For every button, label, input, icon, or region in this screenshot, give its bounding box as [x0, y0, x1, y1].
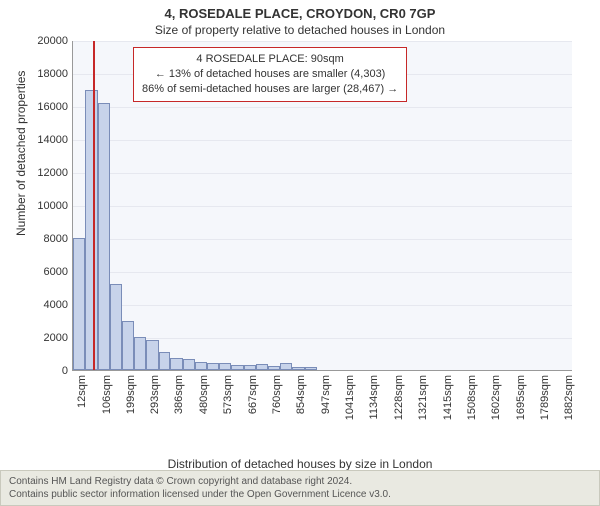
histogram-bar [98, 103, 110, 370]
chart-title-desc: Size of property relative to detached ho… [0, 23, 600, 37]
gridline [73, 41, 572, 42]
histogram-bar [159, 352, 171, 370]
histogram-bar [280, 363, 292, 370]
footer-line1: Contains HM Land Registry data © Crown c… [9, 475, 591, 488]
ytick-label: 4000 [18, 299, 68, 311]
histogram-bar [195, 362, 207, 370]
xtick-label: 667sqm [247, 375, 259, 435]
xtick-label: 1789sqm [539, 375, 551, 435]
xtick-label: 1041sqm [344, 375, 356, 435]
annotation-line2: ← 13% of detached houses are smaller (4,… [142, 67, 398, 82]
histogram-bar [134, 337, 146, 370]
xtick-label: 12sqm [76, 375, 88, 435]
histogram-bar [305, 367, 317, 370]
histogram-bar [183, 359, 195, 370]
histogram-bar [219, 363, 231, 370]
xtick-label: 106sqm [101, 375, 113, 435]
chart-area: 4 ROSEDALE PLACE: 90sqm ← 13% of detache… [72, 41, 572, 411]
chart-title-address: 4, ROSEDALE PLACE, CROYDON, CR0 7GP [0, 6, 600, 21]
xtick-label: 293sqm [149, 375, 161, 435]
gridline [73, 140, 572, 141]
xtick-label: 1508sqm [466, 375, 478, 435]
xtick-label: 1415sqm [442, 375, 454, 435]
xtick-label: 1695sqm [515, 375, 527, 435]
xtick-label: 386sqm [173, 375, 185, 435]
histogram-bar [110, 284, 122, 370]
histogram-bar [268, 366, 280, 370]
gridline [73, 305, 572, 306]
xtick-label: 1602sqm [490, 375, 502, 435]
gridline [73, 173, 572, 174]
annotation-line3: 86% of semi-detached houses are larger (… [142, 82, 398, 97]
gridline [73, 239, 572, 240]
histogram-bar [256, 364, 268, 370]
x-axis-label: Distribution of detached houses by size … [0, 457, 600, 471]
histogram-bar [207, 363, 219, 370]
footer-licence: Contains HM Land Registry data © Crown c… [0, 470, 600, 506]
xtick-label: 573sqm [222, 375, 234, 435]
histogram-bar [146, 340, 158, 370]
xtick-label: 1228sqm [393, 375, 405, 435]
ytick-label: 6000 [18, 266, 68, 278]
ytick-label: 2000 [18, 332, 68, 344]
histogram-bar [244, 365, 256, 370]
ytick-label: 0 [18, 365, 68, 377]
footer-line2: Contains public sector information licen… [9, 488, 591, 501]
ytick-label: 20000 [18, 35, 68, 47]
xtick-label: 1321sqm [417, 375, 429, 435]
xtick-label: 760sqm [271, 375, 283, 435]
ytick-label: 18000 [18, 68, 68, 80]
xtick-label: 854sqm [295, 375, 307, 435]
ytick-label: 12000 [18, 167, 68, 179]
gridline [73, 206, 572, 207]
xtick-label: 1882sqm [563, 375, 575, 435]
ytick-label: 16000 [18, 101, 68, 113]
annotation-box: 4 ROSEDALE PLACE: 90sqm ← 13% of detache… [133, 47, 407, 102]
histogram-bar [122, 321, 134, 371]
marker-line [93, 41, 95, 370]
xtick-label: 199sqm [125, 375, 137, 435]
plot-area: 4 ROSEDALE PLACE: 90sqm ← 13% of detache… [72, 41, 572, 371]
gridline [73, 272, 572, 273]
histogram-bar [73, 238, 85, 370]
xtick-label: 480sqm [198, 375, 210, 435]
xtick-label: 1134sqm [368, 375, 380, 435]
ytick-label: 14000 [18, 134, 68, 146]
ytick-label: 10000 [18, 200, 68, 212]
histogram-bar [170, 358, 182, 370]
histogram-bar [292, 367, 304, 370]
annotation-line1: 4 ROSEDALE PLACE: 90sqm [142, 52, 398, 67]
gridline [73, 338, 572, 339]
xtick-label: 947sqm [320, 375, 332, 435]
histogram-bar [231, 365, 243, 370]
gridline [73, 107, 572, 108]
ytick-label: 8000 [18, 233, 68, 245]
histogram-bar [85, 90, 97, 371]
